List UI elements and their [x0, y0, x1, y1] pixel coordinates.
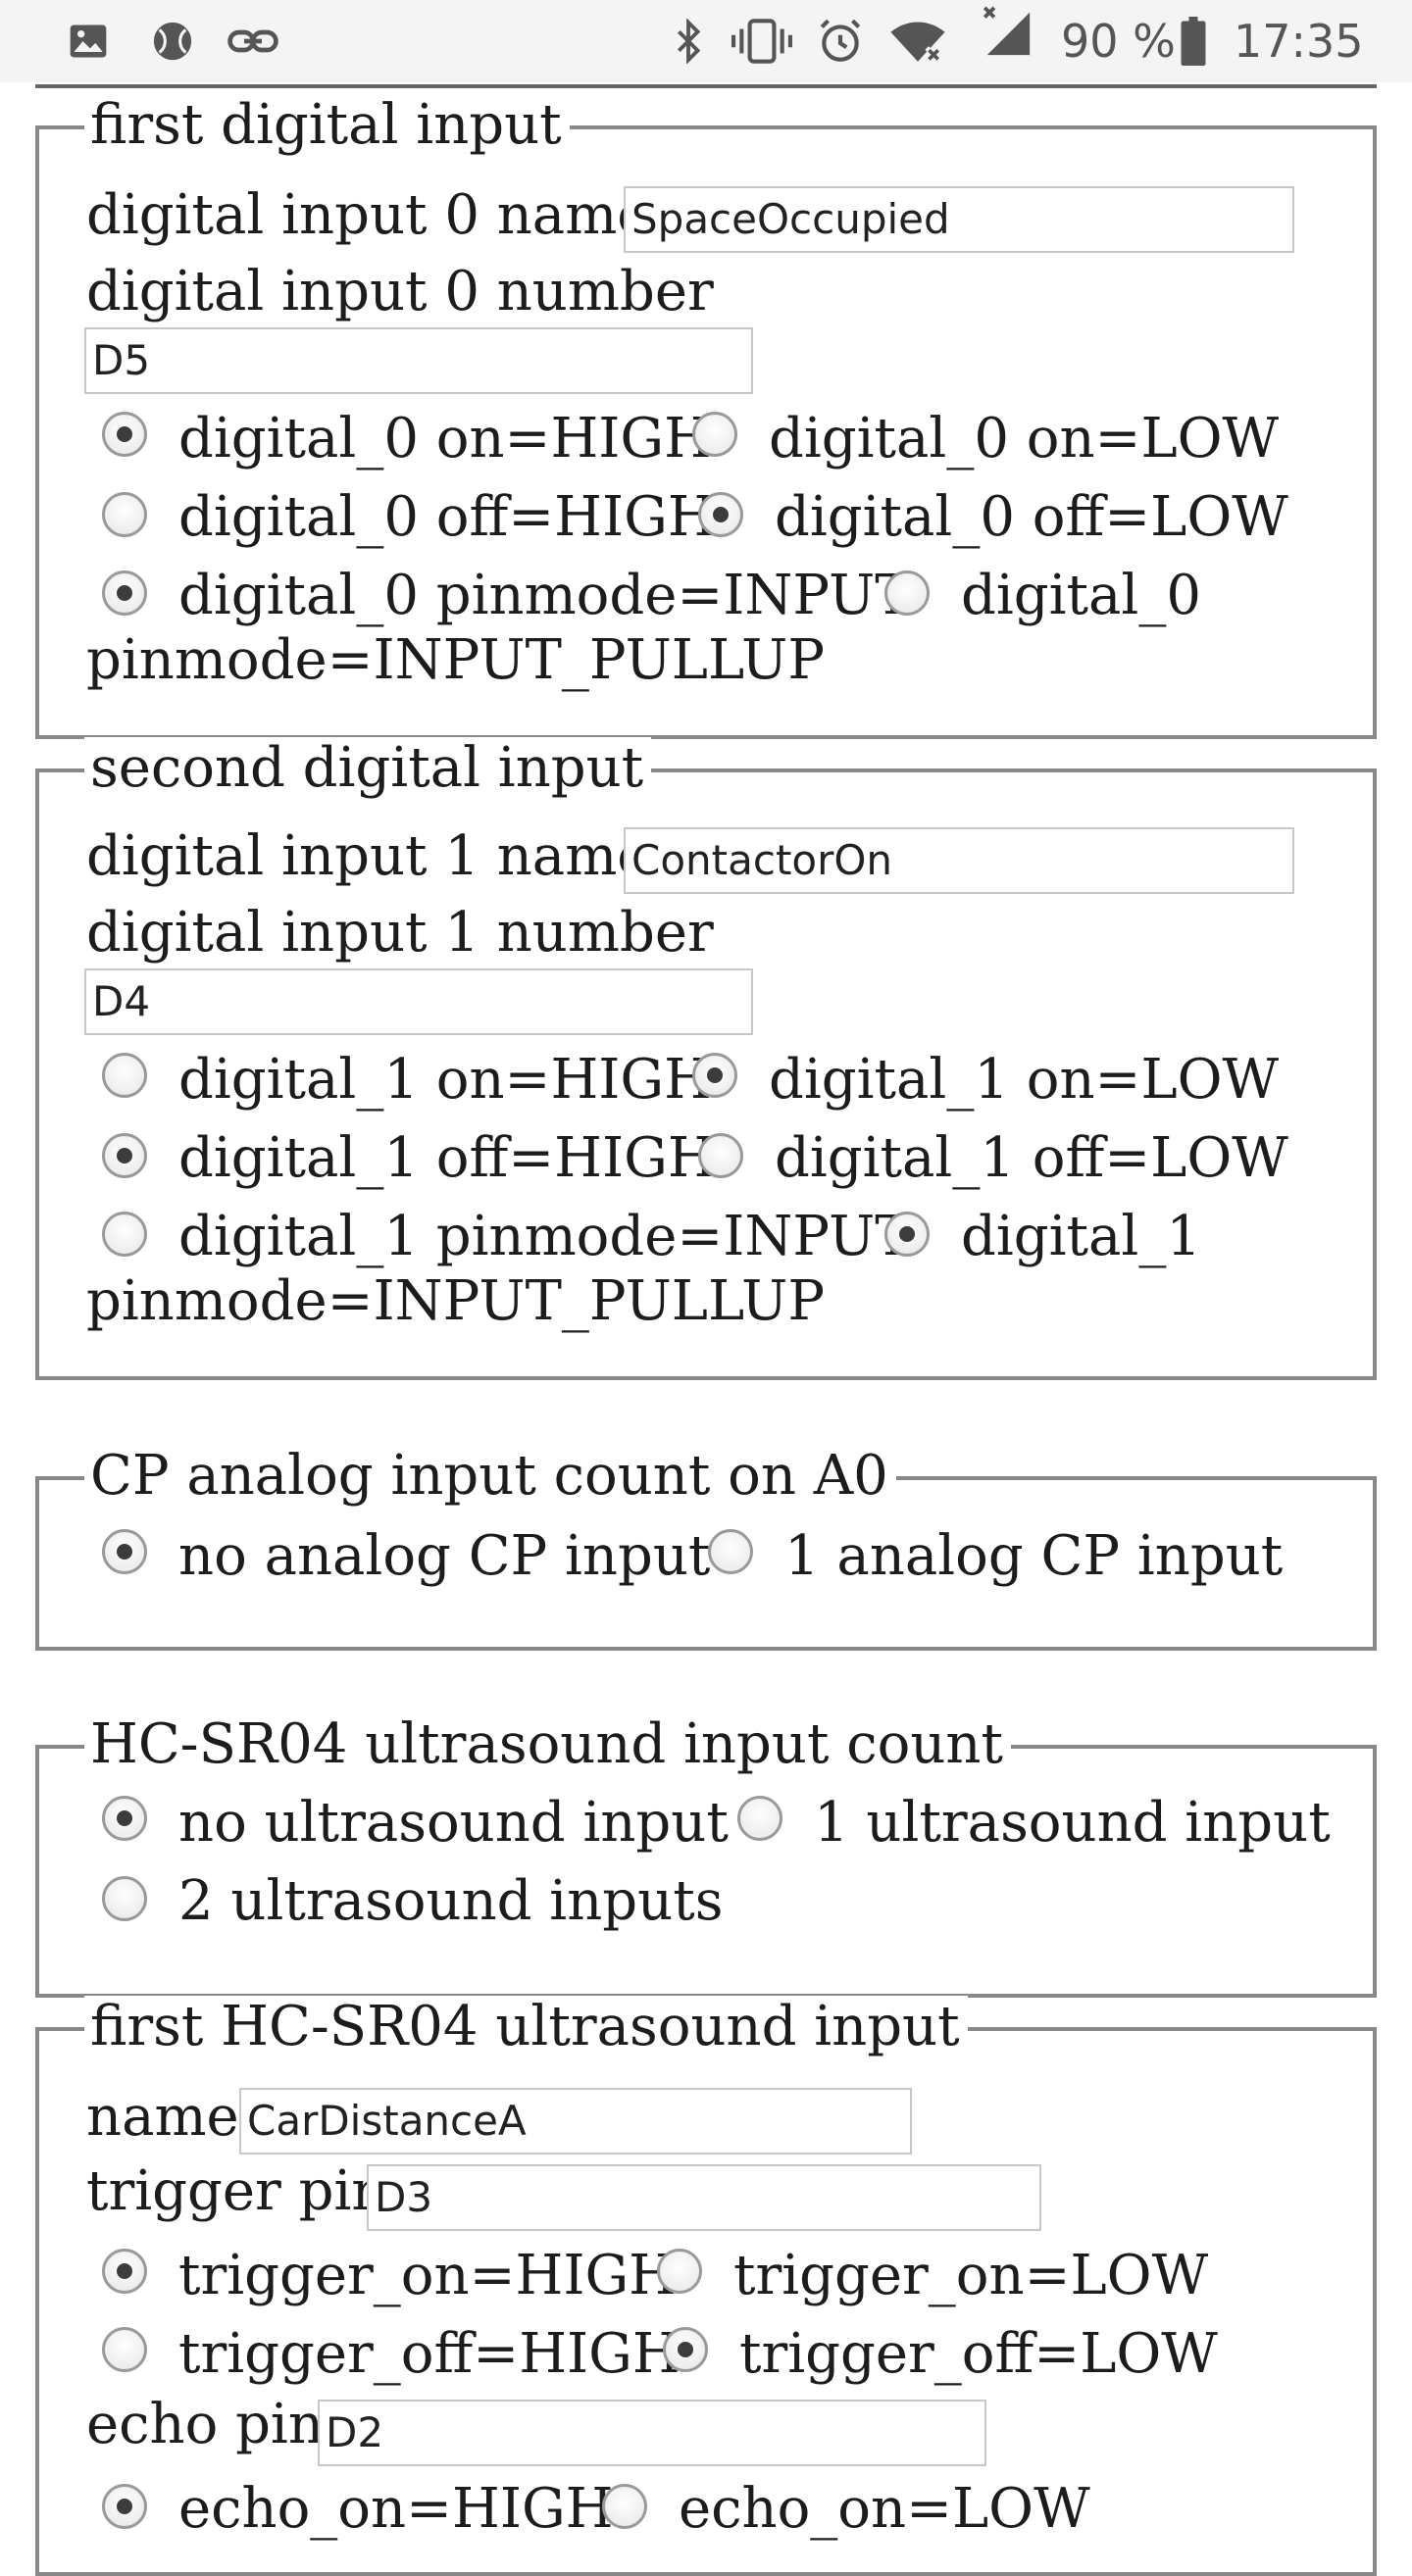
one-analog-cp-radio[interactable] — [708, 1529, 753, 1574]
trigger-pin-input[interactable]: D3 — [367, 2164, 1041, 2231]
trigger-off-high-radio[interactable] — [102, 2327, 147, 2372]
digital-input-1-number-label: digital input 1 number — [86, 901, 714, 965]
ultrasound-name-input[interactable]: CarDistanceA — [239, 2088, 912, 2155]
digital-1-on-low-radio[interactable] — [692, 1053, 737, 1098]
first-ultrasound-fieldset: first HC-SR04 ultrasound input name CarD… — [35, 1996, 1377, 2576]
digital-1-pinmode-input-label: digital_1 pinmode=INPUT — [178, 1205, 912, 1268]
digital-1-off-low-radio[interactable] — [698, 1133, 743, 1178]
alarm-icon — [814, 18, 867, 65]
wifi-icon — [886, 18, 949, 65]
trigger-pin-label: trigger pin — [86, 2159, 387, 2223]
link-icon — [226, 18, 280, 65]
digital-0-off-low-label: digital_0 off=LOW — [775, 485, 1288, 549]
digital-0-pinmode-input-label: digital_0 pinmode=INPUT — [178, 564, 912, 627]
one-analog-cp-label: 1 analog CP input — [784, 1524, 1284, 1588]
trigger-on-high-radio[interactable] — [102, 2249, 147, 2294]
digital-1-off-low-label: digital_1 off=LOW — [775, 1126, 1288, 1190]
echo-pin-label: echo pin — [86, 2393, 324, 2456]
digital-1-on-low-label: digital_1 on=LOW — [769, 1048, 1280, 1112]
digital-input-0-name-input[interactable]: SpaceOccupied — [624, 186, 1294, 253]
digital-0-pinmode-pullup-radio[interactable] — [884, 570, 930, 616]
fieldset-legend: second digital input — [84, 737, 652, 800]
digital-0-off-high-label: digital_0 off=HIGH — [178, 485, 716, 549]
digital-1-off-high-radio[interactable] — [102, 1133, 147, 1178]
two-ultrasound-radio[interactable] — [102, 1876, 147, 1921]
digital-0-on-low-label: digital_0 on=LOW — [769, 407, 1280, 471]
one-ultrasound-label: 1 ultrasound input — [814, 1791, 1331, 1855]
cp-analog-fieldset: CP analog input count on A0 no analog CP… — [35, 1445, 1377, 1651]
cellular-signal-icon — [977, 6, 1035, 56]
one-ultrasound-radio[interactable] — [737, 1796, 782, 1841]
trigger-on-low-label: trigger_on=LOW — [733, 2244, 1209, 2307]
vibrate-icon — [730, 18, 794, 65]
digital-1-pinmode-pullup-label-cont: pinmode=INPUT_PULLUP — [86, 1269, 825, 1333]
echo-on-low-label: echo_on=LOW — [679, 2477, 1090, 2541]
digital-input-1-number-input[interactable]: D4 — [84, 968, 753, 1035]
previous-section-border — [35, 84, 1377, 88]
status-bar: 90 % 17:35 — [0, 0, 1412, 82]
ultrasound-name-label: name — [86, 2085, 239, 2149]
digital-0-pinmode-pullup-label-cont: pinmode=INPUT_PULLUP — [86, 628, 825, 692]
echo-pin-input[interactable]: D2 — [318, 2400, 986, 2466]
digital-0-pinmode-pullup-label: digital_0 — [961, 564, 1201, 627]
ultrasound-count-fieldset: HC-SR04 ultrasound input count no ultras… — [35, 1713, 1377, 1998]
digital-1-off-high-label: digital_1 off=HIGH — [178, 1126, 716, 1190]
two-ultrasound-label: 2 ultrasound inputs — [178, 1869, 724, 1933]
digital-0-off-high-radio[interactable] — [102, 492, 147, 537]
first-digital-input-fieldset: first digital input digital input 0 name… — [35, 94, 1377, 739]
digital-1-on-high-radio[interactable] — [102, 1053, 147, 1098]
no-ultrasound-label: no ultrasound input — [178, 1791, 729, 1855]
digital-0-off-low-radio[interactable] — [698, 492, 743, 537]
digital-input-0-number-input[interactable]: D5 — [84, 327, 753, 394]
bluetooth-icon — [671, 18, 706, 65]
echo-on-high-label: echo_on=HIGH — [178, 2477, 614, 2541]
trigger-off-low-label: trigger_off=LOW — [739, 2322, 1218, 2386]
digital-1-pinmode-input-radio[interactable] — [102, 1212, 147, 1257]
echo-on-high-radio[interactable] — [102, 2484, 147, 2529]
no-analog-cp-label: no analog CP input — [178, 1524, 711, 1588]
fieldset-legend: first HC-SR04 ultrasound input — [84, 1996, 968, 2058]
digital-1-pinmode-pullup-label: digital_1 — [961, 1205, 1201, 1268]
trigger-on-low-radio[interactable] — [657, 2249, 702, 2294]
fieldset-legend: CP analog input count on A0 — [84, 1445, 896, 1508]
digital-1-on-high-label: digital_1 on=HIGH — [178, 1048, 712, 1112]
clock-time: 17:35 — [1234, 15, 1364, 68]
digital-0-on-high-label: digital_0 on=HIGH — [178, 407, 712, 471]
digital-input-0-name-label: digital input 0 name — [86, 183, 650, 247]
image-icon — [65, 18, 112, 65]
second-digital-input-fieldset: second digital input digital input 1 nam… — [35, 737, 1377, 1380]
fieldset-legend: first digital input — [84, 94, 570, 157]
digital-input-1-name-label: digital input 1 name — [86, 824, 650, 888]
fieldset-legend: HC-SR04 ultrasound input count — [84, 1713, 1011, 1776]
trigger-off-low-radio[interactable] — [663, 2327, 708, 2372]
tennis-ball-icon — [147, 18, 198, 65]
echo-on-low-radio[interactable] — [602, 2484, 647, 2529]
digital-1-pinmode-pullup-radio[interactable] — [884, 1212, 930, 1257]
digital-0-on-low-radio[interactable] — [692, 412, 737, 457]
battery-icon — [1177, 17, 1210, 66]
digital-0-on-high-radio[interactable] — [102, 412, 147, 457]
no-ultrasound-radio[interactable] — [102, 1796, 147, 1841]
digital-input-0-number-label: digital input 0 number — [86, 260, 714, 323]
battery-percent: 90 % — [1061, 15, 1176, 68]
no-analog-cp-radio[interactable] — [102, 1529, 147, 1574]
trigger-on-high-label: trigger_on=HIGH — [178, 2244, 678, 2307]
trigger-off-high-label: trigger_off=HIGH — [178, 2322, 681, 2386]
digital-input-1-name-input[interactable]: ContactorOn — [624, 827, 1294, 894]
digital-0-pinmode-input-radio[interactable] — [102, 570, 147, 616]
